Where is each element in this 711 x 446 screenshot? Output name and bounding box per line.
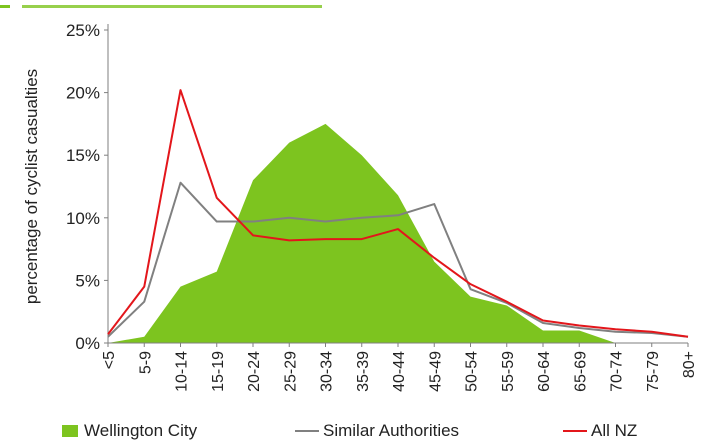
y-tick-label: 20% (66, 84, 100, 103)
legend-swatch-all-nz (563, 430, 587, 432)
x-tick-label: <5 (101, 351, 118, 369)
x-tick-label: 60-64 (536, 351, 553, 392)
y-tick-label: 10% (66, 209, 100, 228)
cyclist-casualties-chart: 0% 5% 10% 15% 20% 25% <5 5-9 10-14 15-19 20-24 25-2… (22, 21, 698, 392)
x-tick-label: 35-39 (355, 351, 372, 392)
x-tick-label: 40-44 (391, 351, 408, 392)
y-tick-label: 5% (75, 271, 100, 290)
legend-swatch-similar-authorities (295, 430, 319, 432)
x-tick-label: 70-74 (609, 351, 626, 392)
legend-item-all-nz: All NZ (563, 421, 637, 441)
legend-item-similar-authorities: Similar Authorities (295, 421, 459, 441)
x-tick-label: 15-19 (210, 351, 227, 392)
y-tick-label: 25% (66, 21, 100, 40)
line-all-nz (107, 89, 689, 338)
x-tick-label: 5-9 (137, 351, 154, 374)
legend-label-wellington-city: Wellington City (84, 421, 198, 440)
legend-swatch-wellington-city (62, 425, 78, 437)
y-tick-label: 15% (66, 146, 100, 165)
legend: Wellington City Similar Authorities All … (0, 416, 711, 446)
legend-item-wellington-city: Wellington City (62, 421, 197, 441)
y-axis-title: percentage of cyclist casualties (22, 69, 41, 304)
x-tick-label: 10-14 (174, 351, 191, 392)
title-strip-graphic (0, 5, 322, 8)
x-tick-label: 75-79 (645, 351, 662, 392)
line-similar-authorities (107, 181, 689, 338)
x-tick-label: 50-54 (464, 351, 481, 392)
x-tick-label: 80+ (681, 351, 698, 378)
x-tick-label: 65-69 (572, 351, 589, 392)
legend-label-all-nz: All NZ (591, 421, 638, 440)
x-tick-label: 25-29 (282, 351, 299, 392)
area-wellington-city (108, 123, 688, 344)
x-tick-label: 45-49 (427, 351, 444, 392)
x-tick-label: 20-24 (246, 351, 263, 392)
title-strip (0, 0, 711, 8)
legend-label-similar-authorities: Similar Authorities (323, 421, 460, 440)
y-tick-label: 0% (75, 334, 100, 353)
x-tick-label: 30-34 (319, 351, 336, 392)
x-tick-label: 55-59 (500, 351, 517, 392)
